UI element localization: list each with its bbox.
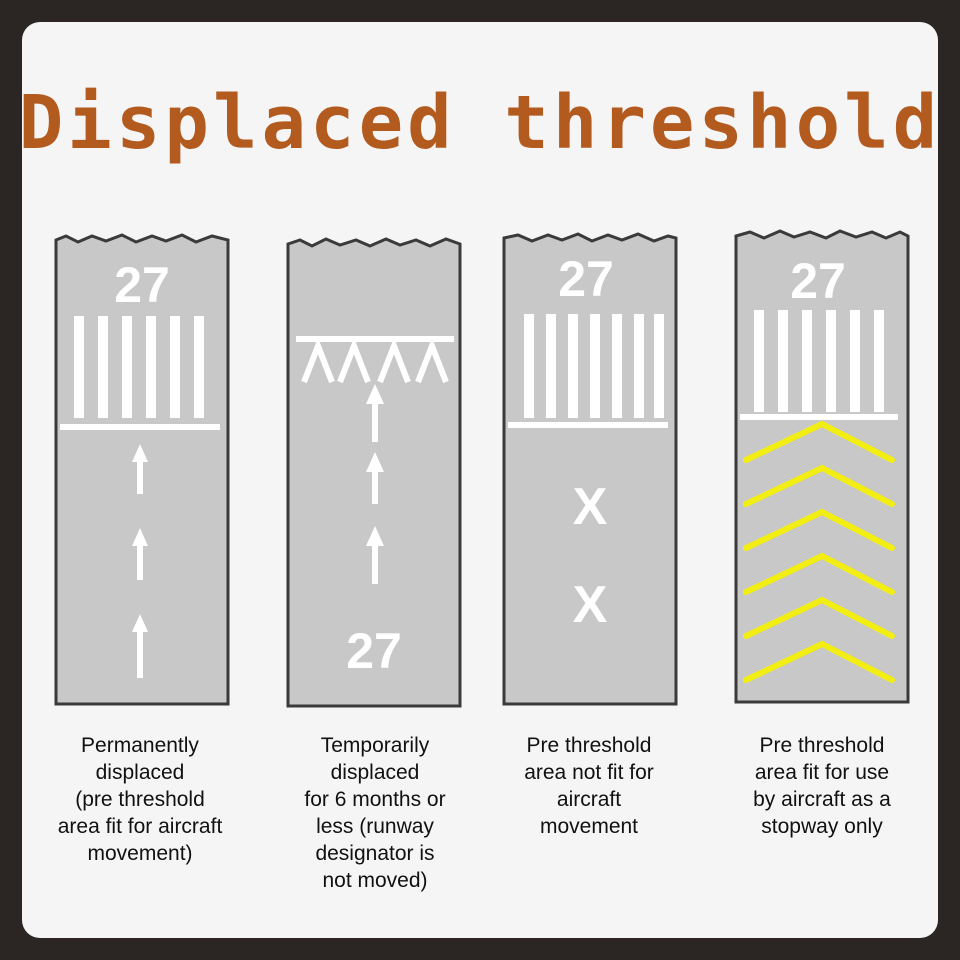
runway-permanent-drawing: 27 — [54, 233, 230, 706]
runway-panel-not-fit: 27 X X — [502, 232, 678, 706]
caption-not-fit: Pre threshold area not fit for aircraft … — [524, 734, 654, 838]
runway-designator: 27 — [346, 623, 402, 679]
x-marker: X — [573, 576, 608, 634]
threshold-stripes — [524, 314, 664, 418]
runway-designator: 27 — [558, 251, 614, 307]
threshold-stripes — [74, 316, 204, 418]
runway-not-fit-drawing: 27 X X — [502, 232, 678, 706]
stopway-chevrons — [743, 420, 895, 683]
temporary-chevrons — [301, 337, 449, 384]
runway-designator: 27 — [790, 253, 846, 309]
caption-permanent: Permanently displaced (pre threshold are… — [57, 734, 223, 865]
arrow-icon — [132, 444, 148, 494]
arrow-icon — [132, 528, 148, 580]
threshold-bar — [60, 424, 220, 430]
arrow-icon — [132, 614, 148, 678]
diagram-title: Displaced threshold — [18, 80, 942, 166]
displacement-arrows — [132, 444, 148, 678]
runway-panel-temporary: 27 — [286, 236, 462, 708]
threshold-bar — [508, 422, 668, 428]
runway-designator: 27 — [114, 257, 170, 313]
arrow-icon — [366, 384, 384, 442]
temporary-threshold-bar — [296, 336, 454, 342]
arrow-icon — [366, 526, 384, 584]
runway-panel-stopway: 27 — [734, 228, 910, 704]
runway-stopway-drawing: 27 — [734, 229, 910, 704]
displacement-arrows — [366, 384, 384, 584]
arrow-icon — [366, 452, 384, 504]
runway-temporary-drawing: 27 — [286, 237, 462, 708]
threshold-stripes — [754, 310, 884, 412]
threshold-bar — [740, 414, 898, 420]
caption-stopway: Pre threshold area fit for use by aircra… — [753, 734, 891, 838]
x-marker: X — [573, 478, 608, 536]
caption-temporary: Temporarily displaced for 6 months or le… — [304, 734, 446, 892]
runway-panel-permanent: 27 — [54, 232, 230, 706]
